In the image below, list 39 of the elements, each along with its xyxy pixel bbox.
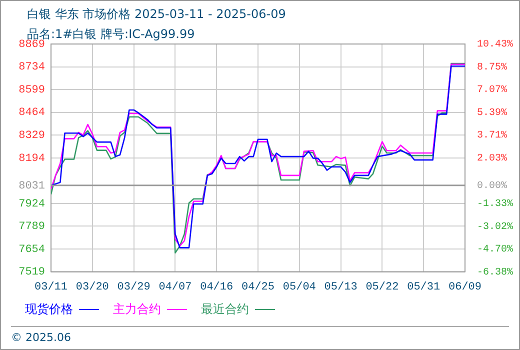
text: © 2025.06: [11, 331, 71, 344]
x-tick-label: 03/20: [76, 281, 109, 294]
y2-tick-label: 10.43%: [477, 40, 514, 51]
y2-tick-label: 2.03%: [477, 153, 508, 164]
legend-label: 主力合约: [113, 302, 161, 316]
y2-tick-label: -4.70%: [477, 244, 514, 256]
y-tick-label: 7789: [18, 221, 45, 234]
x-tick-label: 04/16: [200, 281, 234, 294]
x-tick-label: 04/07: [158, 281, 192, 294]
y2-tick-label: -3.02%: [477, 222, 514, 233]
y-tick-label: 7654: [18, 244, 46, 256]
chart-title: 白银 华东 市场价格 2025-03-11 - 2025-06-09: [27, 6, 286, 23]
x-tick-label: 06/09: [448, 281, 482, 294]
y-tick-label: 8599: [18, 84, 45, 96]
y2-tick-label: 0.00%: [477, 180, 508, 192]
y2-tick-label: 7.07%: [477, 85, 508, 96]
legend-label: 最近合约: [201, 302, 249, 316]
x-tick-label: 05/31: [407, 281, 440, 294]
y-tick-label: 8869: [18, 38, 45, 51]
x-tick-label: 03/29: [117, 281, 150, 294]
chart-subtitle: 品名:1#白银 牌号:IC-Ag99.99: [27, 26, 195, 41]
y2-tick-label: 5.39%: [477, 108, 508, 119]
y-tick-label: 8734: [18, 62, 46, 74]
y-tick-label: 8194: [18, 152, 46, 165]
y-tick-label: 7519: [18, 266, 45, 279]
y-tick-label: 8031: [18, 180, 46, 192]
x-tick-label: 05/04: [282, 281, 316, 294]
y2-tick-label: 8.75%: [477, 62, 508, 74]
x-tick-label: 05/22: [366, 281, 399, 294]
y-tick-label: 8329: [18, 130, 45, 142]
y-tick-label: 7924: [18, 198, 46, 210]
x-tick-label: 04/25: [241, 281, 275, 294]
legend-label: 现货价格: [25, 302, 73, 316]
y-tick-label: 8464: [18, 107, 46, 120]
x-tick-label: 03/11: [34, 281, 68, 294]
y2-tick-label: -6.38%: [477, 267, 514, 278]
y2-tick-label: 3.71%: [477, 130, 508, 142]
y2-tick-label: -1.33%: [477, 199, 514, 210]
x-tick-label: 05/13: [324, 281, 358, 294]
